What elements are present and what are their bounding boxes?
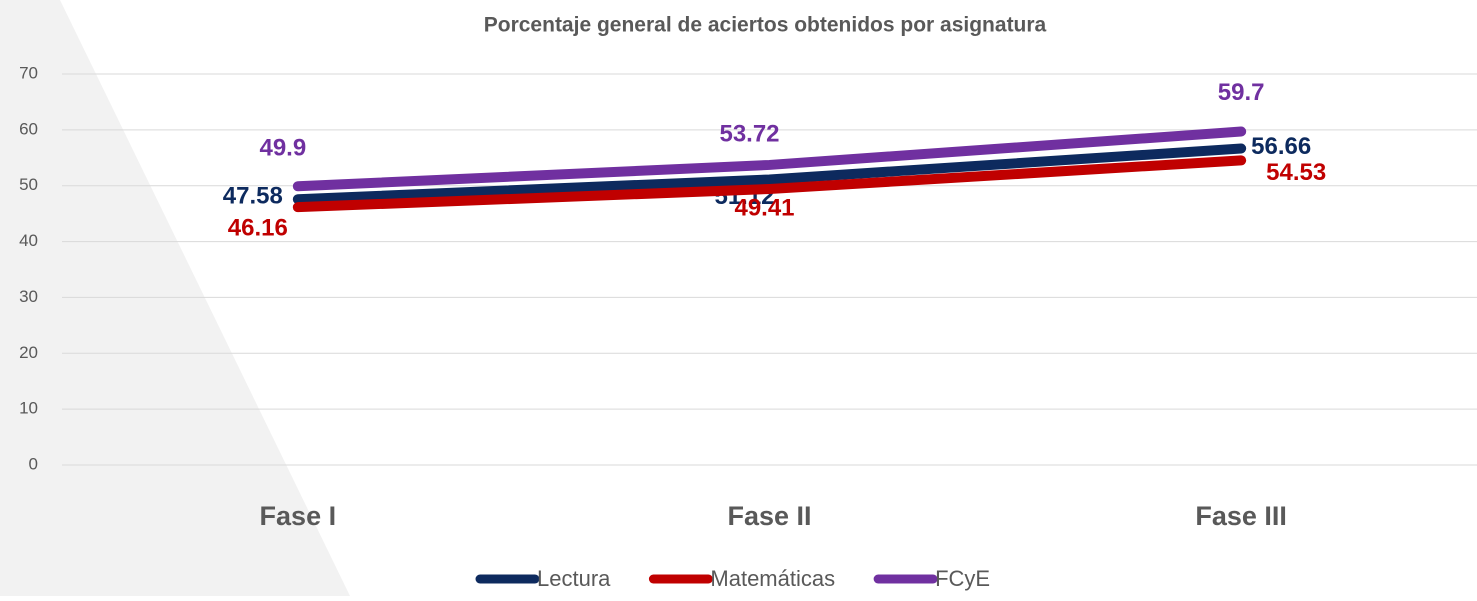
y-tick-label: 70: [19, 63, 38, 82]
y-tick-label: 60: [19, 119, 38, 138]
y-tick-label: 40: [19, 231, 38, 250]
data-label: 56.66: [1251, 133, 1311, 160]
series-line: [292, 126, 1247, 192]
legend-label: FCyE: [935, 566, 990, 591]
background-shape: [0, 0, 350, 596]
data-label: 54.53: [1266, 159, 1326, 186]
x-tick-label: Fase II: [727, 501, 811, 531]
data-label: 49.9: [259, 135, 306, 162]
data-label: 47.58: [223, 183, 283, 210]
y-tick-label: 20: [19, 343, 38, 362]
y-tick-label: 50: [19, 175, 38, 194]
series-line: [292, 155, 1247, 213]
legend-label: Lectura: [537, 566, 611, 591]
y-tick-label: 0: [29, 454, 38, 473]
data-label: 59.7: [1218, 79, 1265, 106]
data-label: 53.72: [719, 120, 779, 147]
data-label: 49.41: [734, 194, 794, 221]
x-tick-label: Fase I: [260, 501, 337, 531]
legend-label: Matemáticas: [710, 566, 835, 591]
x-tick-label: Fase III: [1195, 501, 1287, 531]
y-tick-label: 10: [19, 399, 38, 418]
y-tick-label: 30: [19, 287, 38, 306]
series-line: [292, 143, 1247, 205]
chart-title: Porcentaje general de aciertos obtenidos…: [484, 14, 1047, 37]
data-label: 46.16: [228, 215, 288, 242]
